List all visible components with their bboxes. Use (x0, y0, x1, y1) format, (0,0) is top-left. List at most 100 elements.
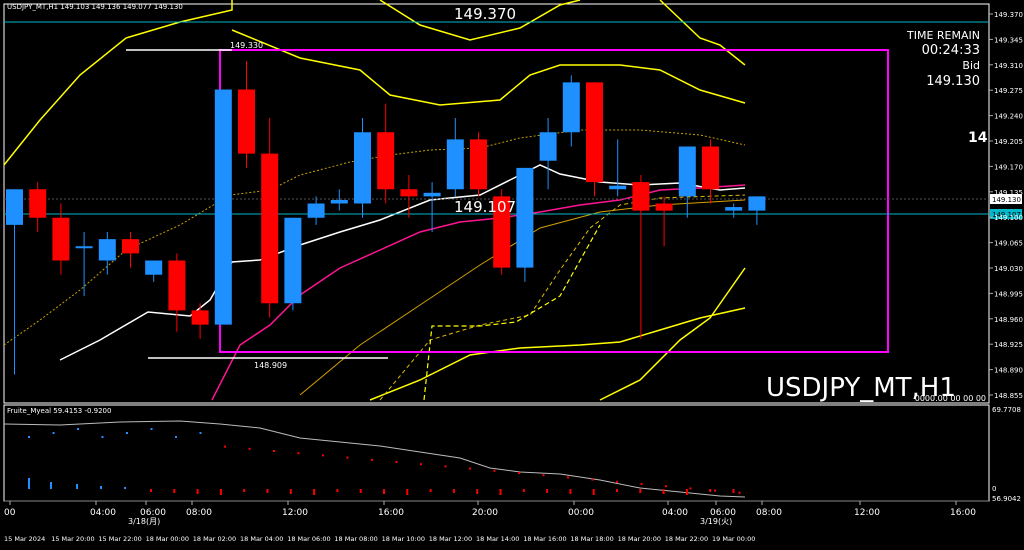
indicator-dot (493, 469, 496, 472)
indicator-bar (569, 489, 572, 494)
indicator-dot (640, 483, 643, 485)
candle-body (145, 260, 163, 275)
price-label: 149.100 (994, 214, 1023, 222)
price-label: 149.170 (994, 163, 1023, 171)
date-label: 3/18(月) (128, 517, 160, 526)
symbol-line: USDJPY_MT,H1 149.103 149.136 149.077 149… (7, 3, 183, 11)
candle-body (6, 189, 23, 225)
indicator-dot (714, 489, 716, 492)
candle-body (725, 207, 743, 211)
indicator-bar (732, 489, 735, 493)
price-label: 148.890 (994, 367, 1023, 375)
symbol-watermark: USDJPY_MT,H1 (766, 373, 956, 403)
indicator-dot (297, 452, 300, 455)
indicator-series (3, 420, 746, 498)
candle-body (214, 89, 232, 325)
time-label: 06:00 (710, 508, 736, 518)
indicator-bar (76, 484, 78, 489)
upper-band-1 (3, 0, 233, 166)
indicator-dot (738, 491, 741, 494)
time-bottom-label: 15 Mar 2024 (4, 535, 45, 543)
indicator-dot (150, 428, 153, 430)
upper-band-right (659, 0, 746, 66)
price-label: 149.135 (994, 189, 1023, 197)
candle-body (446, 139, 464, 190)
indicator-bar (499, 489, 502, 495)
indicator-name: Fruite_Myeal 59.4153 -0.9200 (7, 407, 111, 415)
candle-body (470, 139, 487, 190)
low-label: 148.909 (254, 361, 287, 370)
indicator-dot (52, 432, 55, 434)
candle-body (261, 153, 279, 304)
upper-band-top (379, 0, 581, 41)
indicator-bar (124, 487, 126, 489)
lower-band-3 (599, 267, 746, 401)
candle-body (354, 132, 371, 204)
indicator-dot (322, 454, 324, 457)
time-bottom-label: 18 Mar 06:00 (287, 535, 330, 543)
time-bottom-label: 15 Mar 22:00 (98, 535, 141, 543)
bid-value: 149.130 (926, 74, 980, 89)
indicator-bar (150, 489, 152, 492)
indicator-dot (689, 487, 692, 490)
indicator-bar (173, 489, 176, 493)
indicator-bar (50, 482, 52, 489)
candle-body (122, 239, 139, 254)
indicator-dot (518, 472, 520, 474)
candle-body (168, 260, 186, 311)
time-label: 12:00 (854, 508, 880, 518)
time-bottom-label: 18 Mar 08:00 (334, 535, 377, 543)
line-price-tag-text: 149.107 (992, 211, 1021, 219)
candle-body (330, 199, 348, 204)
indicator-bar (219, 489, 222, 495)
indicator-scale-top: 69.7708 (992, 406, 1021, 414)
indicator-bar (406, 489, 409, 495)
price-label: 149.370 (994, 11, 1023, 19)
candle-body (748, 196, 766, 211)
candle-body (539, 132, 557, 161)
candle-body (307, 203, 325, 218)
indicator-bar (709, 489, 712, 492)
indicator-dot (101, 436, 104, 438)
price-axis[interactable]: 149.370 149.345 149.310 149.275 149.240 149.2… (989, 11, 1023, 400)
time-bottom-label: 19 Mar 00:00 (712, 535, 755, 543)
time-label: 08:00 (186, 508, 212, 518)
indicator-dot (273, 450, 275, 452)
time-label: 04:00 (90, 508, 116, 518)
time-bottom-label: 18 Mar 10:00 (382, 535, 425, 543)
indicator-dot (395, 461, 398, 463)
time-bottom-label: 18 Mar 02:00 (193, 535, 236, 543)
indicator-bar (383, 489, 385, 494)
time-remain-label: TIME REMAIN (906, 29, 980, 42)
price-label: 149.030 (994, 265, 1023, 273)
level-top-label: 149.370 (454, 5, 516, 23)
candle-body (493, 196, 511, 268)
candle-body (377, 132, 395, 190)
price-label: 149.345 (994, 36, 1023, 44)
time-axis[interactable]: 00 04:00 06:00 08:00 12:00 16:00 20:00 00:00 04:… (4, 501, 976, 543)
edge-glyph: 14 (968, 130, 988, 146)
time-label: 00:00 (568, 508, 594, 518)
time-label: 20:00 (472, 508, 498, 518)
date-label: 3/19(火) (700, 517, 732, 526)
indicator-bar (28, 478, 30, 489)
indicator-dot (248, 447, 251, 450)
indicator-dot (371, 458, 373, 461)
line-price-tag (990, 209, 1022, 219)
price-label: 149.205 (994, 138, 1023, 146)
indicator-dot (567, 476, 569, 479)
time-bottom-label: 18 Mar 18:00 (570, 535, 613, 543)
indicator-line (3, 420, 746, 498)
time-bottom-label: 18 Mar 04:00 (240, 535, 283, 543)
indicator-dot (542, 474, 545, 477)
time-label: 04:00 (662, 508, 688, 518)
candle-body (632, 182, 650, 211)
time-label: 06:00 (140, 508, 166, 518)
bid-label: Bid (962, 59, 980, 72)
indicator-bar (685, 489, 688, 495)
time-label: 12:00 (282, 508, 308, 518)
lower-band-2 (369, 307, 746, 401)
indicator-dot (591, 478, 594, 481)
